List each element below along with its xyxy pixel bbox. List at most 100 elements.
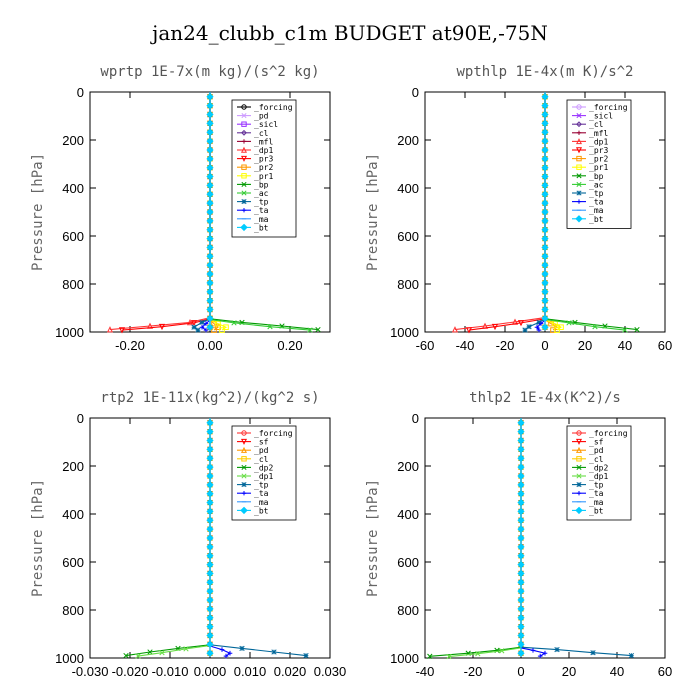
data-point [541,102,549,110]
data-point [517,445,525,453]
data-point [206,146,214,154]
x-tick-label: 20 [578,338,592,353]
data-point [541,323,549,331]
legend-entry: _cl [589,120,604,129]
legend: _forcing_sf_pd_cl_dp2_dp1_tp_ta_ma_bt [231,425,297,521]
x-tick-label: 0.000 [194,664,227,679]
data-point [517,614,525,622]
series-line [454,92,546,331]
data-point [541,297,549,305]
legend-marker [576,130,582,135]
legend-entry: _pr2 [589,155,608,164]
data-point [427,653,433,659]
legend-marker [240,155,248,162]
data-point [123,652,129,659]
data-point [541,199,549,207]
data-point [517,587,525,595]
data-point [159,650,165,656]
data-point [206,217,214,225]
data-point [541,270,549,278]
data-point [517,578,525,586]
legend-entry: _ta [254,489,269,498]
data-point [206,93,214,101]
series-dp2 [427,418,524,659]
series-dp1 [135,418,213,659]
data-point [206,314,214,322]
data-point [541,279,549,287]
data-point [203,327,209,333]
legend-marker [241,190,247,196]
data-point [517,569,525,578]
legend-marker [575,506,583,515]
data-point [541,181,549,190]
legend-entry: _pr1 [254,172,273,181]
data-point [541,305,549,314]
legend-marker [240,146,248,153]
data-point [517,631,525,640]
x-tick-label: 0 [517,664,524,679]
data-point [541,252,549,260]
data-point [517,428,525,436]
y-axis-label: Pressure [hPa] [30,153,46,271]
x-tick-label: -0.010 [152,664,189,679]
legend-entry: _bt [254,506,269,515]
series-pr3 [118,92,213,334]
y-tick-label: 0 [77,411,84,426]
legend-marker [241,139,247,144]
data-point [517,498,525,507]
data-point [491,323,499,331]
data-point [530,648,536,653]
legend-entry: _ta [589,489,604,498]
data-point [206,252,214,260]
data-point [231,320,237,326]
data-point [219,647,225,652]
y-tick-label: 0 [77,85,84,100]
legend-marker [241,456,247,462]
legend-entry: _ta [589,198,604,207]
data-point [215,320,221,327]
data-point [534,324,540,330]
data-point [206,552,214,560]
data-point [554,646,560,653]
series-dp2 [123,418,213,659]
data-point [190,320,198,327]
data-point [554,327,560,333]
data-point [517,640,525,648]
legend-entry: _ac [589,180,604,189]
data-point [195,327,201,333]
legend-marker [241,181,247,187]
x-tick-label: 0.010 [234,664,267,679]
legend-marker [241,430,247,436]
x-tick-label: 0.030 [314,664,347,679]
legend-entry: _forcing [589,103,628,112]
data-point [206,181,214,190]
legend-marker [576,104,582,110]
legend-entry: _dp1 [254,472,273,481]
legend-marker [241,208,247,213]
data-point [307,327,313,333]
legend-entry: _mfl [589,129,608,138]
data-point [206,226,214,234]
data-point [558,324,564,330]
y-tick-label: 1000 [55,651,84,666]
y-tick-label: 800 [62,277,84,292]
data-point [206,164,214,172]
data-point [541,110,549,119]
legend-entry: _cl [254,129,269,138]
x-tick-label: -20 [496,338,515,353]
data-point [517,649,525,657]
legend-entry: _forcing [254,429,293,438]
data-point [451,326,459,333]
y-tick-label: 600 [62,229,84,244]
data-point [538,321,544,326]
data-point [219,327,225,333]
legend-marker [576,482,582,488]
series-bt [206,418,214,657]
legend-box [566,99,632,229]
data-point [206,525,214,533]
data-point [223,653,229,659]
legend-entry: _sicl [254,120,278,129]
y-tick-label: 400 [62,181,84,196]
data-point [541,128,549,136]
data-point [191,324,197,330]
